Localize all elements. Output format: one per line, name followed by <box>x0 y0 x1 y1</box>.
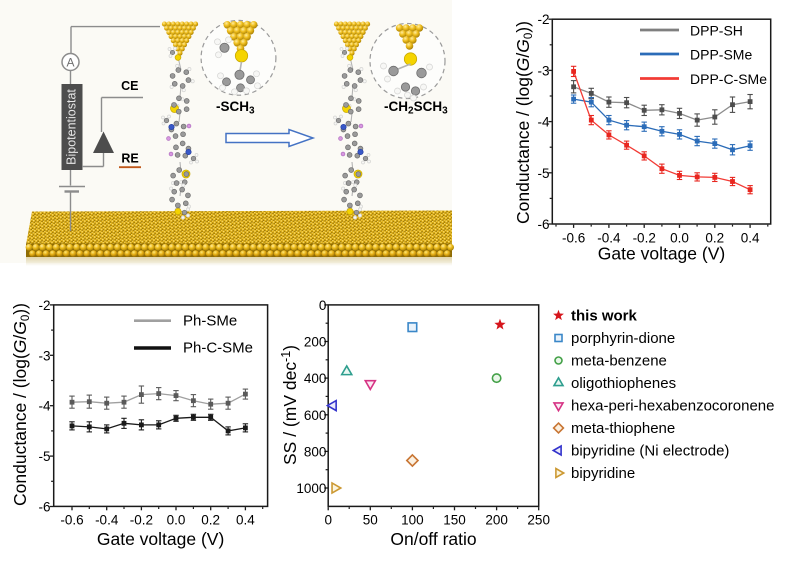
svg-text:-0.4: -0.4 <box>95 513 119 528</box>
svg-text:DPP-SH: DPP-SH <box>690 23 743 39</box>
svg-text:this work: this work <box>571 308 638 325</box>
svg-text:meta-benzene: meta-benzene <box>571 353 667 370</box>
svg-text:400: 400 <box>304 371 327 386</box>
svg-text:-CH2SCH3: -CH2SCH3 <box>384 99 448 117</box>
svg-text:RE: RE <box>121 152 138 166</box>
svg-text:0.0: 0.0 <box>670 231 689 246</box>
svg-text:-2: -2 <box>38 298 50 313</box>
svg-text:Bipotentiostat: Bipotentiostat <box>65 89 79 165</box>
svg-text:250: 250 <box>527 513 550 528</box>
svg-text:0.2: 0.2 <box>705 231 724 246</box>
svg-text:DPP-SMe: DPP-SMe <box>690 47 752 63</box>
svg-text:200: 200 <box>485 513 508 528</box>
svg-text:SS / (mV dec-1): SS / (mV dec-1) <box>279 345 300 465</box>
svg-text:Gate voltage (V): Gate voltage (V) <box>97 529 224 549</box>
svg-text:bipyridine: bipyridine <box>571 465 635 482</box>
svg-text:-6: -6 <box>38 500 50 515</box>
svg-text:-3: -3 <box>38 348 50 363</box>
svg-text:On/off ratio: On/off ratio <box>390 529 476 549</box>
svg-text:-5: -5 <box>38 449 50 464</box>
svg-text:-4: -4 <box>537 115 549 130</box>
svg-text:-6: -6 <box>537 217 549 232</box>
svg-text:-SCH3: -SCH3 <box>216 99 255 117</box>
svg-text:CE: CE <box>121 79 138 93</box>
svg-text:150: 150 <box>443 513 466 528</box>
svg-text:oligothiophenes: oligothiophenes <box>571 375 676 392</box>
svg-text:50: 50 <box>363 513 378 528</box>
svg-text:Ph-SMe: Ph-SMe <box>183 313 237 330</box>
svg-text:-4: -4 <box>38 399 50 414</box>
svg-text:porphyrin-dione: porphyrin-dione <box>571 330 675 347</box>
svg-text:-0.6: -0.6 <box>60 513 83 528</box>
svg-text:0.0: 0.0 <box>167 513 186 528</box>
svg-text:-5: -5 <box>537 166 549 181</box>
svg-text:0.2: 0.2 <box>201 513 220 528</box>
svg-text:-0.4: -0.4 <box>597 231 621 246</box>
svg-text:0.4: 0.4 <box>236 513 255 528</box>
svg-text:0: 0 <box>324 513 332 528</box>
svg-text:Gate voltage (V): Gate voltage (V) <box>598 243 725 263</box>
svg-text:A: A <box>66 55 74 69</box>
svg-text:meta-thiophene: meta-thiophene <box>571 420 675 437</box>
svg-text:-3: -3 <box>537 63 549 78</box>
svg-text:Ph-C-SMe: Ph-C-SMe <box>183 340 253 357</box>
svg-text:DPP-C-SMe: DPP-C-SMe <box>690 71 767 87</box>
svg-text:hexa-peri-hexabenzocoronene: hexa-peri-hexabenzocoronene <box>571 398 774 415</box>
svg-text:200: 200 <box>304 335 327 350</box>
svg-text:0: 0 <box>319 298 327 313</box>
svg-text:1000: 1000 <box>296 481 326 496</box>
svg-text:100: 100 <box>401 513 424 528</box>
svg-text:Conductance / (log(G/G0)): Conductance / (log(G/G0)) <box>10 303 32 506</box>
svg-text:bipyridine (Ni electrode): bipyridine (Ni electrode) <box>571 443 729 460</box>
svg-text:-0.2: -0.2 <box>130 513 153 528</box>
svg-text:-2: -2 <box>537 12 549 27</box>
svg-text:-0.2: -0.2 <box>633 231 656 246</box>
svg-text:600: 600 <box>304 408 327 423</box>
svg-text:-0.6: -0.6 <box>562 231 585 246</box>
svg-text:Conductance / (log(G/G0)): Conductance / (log(G/G0)) <box>513 21 535 224</box>
svg-text:800: 800 <box>304 444 327 459</box>
svg-text:0.4: 0.4 <box>741 231 760 246</box>
